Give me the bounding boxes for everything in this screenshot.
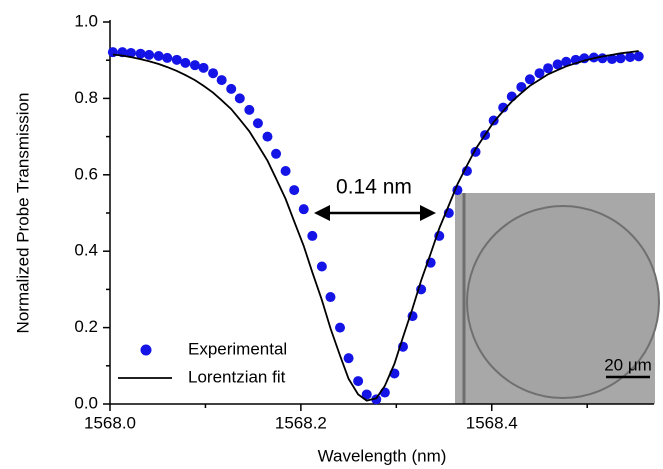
- data-point: [335, 322, 346, 333]
- x-tick-label: 1568.0: [84, 413, 136, 432]
- data-point: [498, 102, 509, 113]
- legend-label: Lorentzian fit: [188, 367, 286, 386]
- data-point: [271, 148, 282, 159]
- data-point: [371, 394, 382, 405]
- scale-bar-label: 20 μm: [604, 355, 652, 374]
- data-point: [289, 185, 300, 196]
- data-point: [543, 63, 554, 74]
- legend-marker: [140, 344, 152, 356]
- x-tick-label: 1568.2: [275, 413, 327, 432]
- data-point: [125, 47, 136, 58]
- inset-disk: [466, 205, 660, 399]
- data-point: [361, 389, 372, 400]
- data-point: [144, 49, 155, 60]
- data-point: [189, 60, 200, 71]
- data-point: [280, 165, 291, 176]
- data-point: [516, 81, 527, 92]
- data-point: [298, 204, 309, 215]
- data-point: [216, 75, 227, 86]
- data-point: [524, 74, 535, 85]
- data-point: [153, 50, 164, 61]
- data-point: [597, 53, 608, 64]
- data-point: [607, 54, 618, 65]
- fit-line: [112, 50, 639, 402]
- y-tick-label: 0.4: [74, 241, 98, 260]
- data-point: [208, 68, 219, 79]
- data-point: [353, 376, 364, 387]
- data-point: [316, 261, 327, 272]
- data-point: [180, 57, 191, 68]
- data-point: [534, 68, 545, 79]
- y-tick-label: 1.0: [74, 11, 98, 30]
- data-point: [252, 118, 263, 129]
- y-axis-title: Normalized Probe Transmission: [13, 93, 32, 334]
- legend-label: Experimental: [188, 339, 287, 358]
- data-point: [234, 93, 245, 104]
- y-tick-label: 0.0: [74, 393, 98, 412]
- data-point: [343, 353, 354, 364]
- y-tick-label: 0.2: [74, 317, 98, 336]
- x-axis-title: Wavelength (nm): [318, 446, 447, 465]
- data-point: [135, 48, 146, 59]
- x-tick-label: 1568.4: [466, 413, 518, 432]
- data-point: [262, 131, 273, 142]
- data-point: [307, 230, 318, 241]
- data-point: [379, 387, 390, 398]
- data-point: [552, 59, 563, 70]
- y-tick-label: 0.8: [74, 88, 98, 107]
- data-point: [633, 51, 644, 62]
- data-point: [244, 104, 255, 115]
- y-tick-label: 0.6: [74, 164, 98, 183]
- annotation-arrow: [314, 205, 436, 221]
- inset-image: 20 μm: [455, 193, 660, 404]
- data-point: [615, 53, 626, 64]
- data-point: [226, 83, 237, 94]
- data-point: [171, 54, 182, 65]
- annotation: 0.14 nm: [336, 176, 412, 199]
- data-point: [561, 56, 572, 67]
- data-point: [506, 91, 517, 102]
- data-point: [162, 52, 173, 63]
- data-point: [325, 292, 336, 303]
- data-point: [198, 62, 209, 73]
- data-point: [625, 52, 636, 63]
